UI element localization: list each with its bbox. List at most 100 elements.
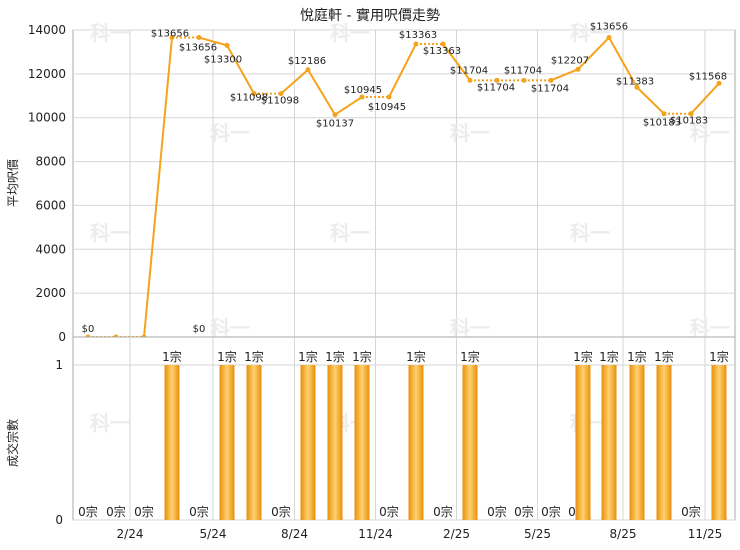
volume-bar bbox=[575, 365, 591, 520]
price-data-label: $11704 bbox=[477, 82, 515, 93]
volume-data-label: 0宗 bbox=[134, 504, 154, 519]
volume-data-label: 1宗 bbox=[162, 349, 182, 364]
watermark: 科一 bbox=[570, 221, 610, 245]
price-line-segment bbox=[636, 86, 665, 115]
volume-plot-area bbox=[72, 336, 736, 521]
price-point bbox=[467, 77, 473, 83]
volume-data-label: 1宗 bbox=[460, 349, 480, 364]
volume-bar bbox=[601, 365, 617, 520]
price-data-label: $13363 bbox=[399, 30, 437, 41]
chart-title: 悅庭軒 - 實用呎價走勢 bbox=[300, 7, 440, 24]
watermark: 科一 bbox=[450, 316, 490, 340]
price-point bbox=[440, 41, 446, 47]
price-point bbox=[688, 111, 694, 117]
volume-data-label: 0宗 bbox=[433, 504, 453, 519]
price-data-label: $11568 bbox=[689, 71, 727, 82]
price-data-label: $11098 bbox=[261, 96, 299, 107]
price-data-label: $10945 bbox=[344, 85, 382, 96]
volume-y-tick-label: 1 bbox=[55, 358, 63, 372]
watermark: 科一 bbox=[330, 221, 370, 245]
price-line-segment bbox=[334, 96, 363, 116]
volume-data-label: 0宗 bbox=[487, 504, 507, 519]
watermark: 科一 bbox=[450, 121, 490, 145]
price-point bbox=[224, 42, 230, 48]
volume-data-label: 0宗 bbox=[271, 504, 291, 519]
price-y-tick-label: 14000 bbox=[28, 23, 66, 37]
volume-y-tick-label: 0 bbox=[55, 513, 63, 527]
price-data-label: $11704 bbox=[531, 83, 569, 94]
price-data-label: $0 bbox=[82, 324, 95, 335]
price-y-tick-label: 6000 bbox=[35, 198, 66, 212]
price-point bbox=[606, 35, 612, 41]
price-line-segment bbox=[577, 36, 610, 71]
volume-bar bbox=[656, 365, 672, 520]
volume-bar bbox=[219, 365, 235, 520]
x-tick-label: 8/24 bbox=[281, 527, 308, 541]
volume-data-label: 1宗 bbox=[654, 349, 674, 364]
price-data-label: $11704 bbox=[504, 65, 542, 76]
x-tick-label: 11/24 bbox=[358, 527, 393, 541]
x-tick-label: 5/24 bbox=[200, 527, 227, 541]
volume-data-label: 0宗 bbox=[78, 504, 98, 519]
watermark: 科一 bbox=[90, 411, 130, 435]
volume-bar bbox=[408, 365, 424, 520]
watermark: 科一 bbox=[210, 121, 250, 145]
price-point bbox=[634, 84, 640, 90]
price-data-label: $11098 bbox=[230, 93, 268, 104]
price-data-label: $12207 bbox=[551, 55, 589, 66]
price-point bbox=[386, 94, 392, 100]
volume-data-label: 0宗 bbox=[541, 504, 561, 519]
price-line-segment bbox=[388, 43, 417, 98]
volume-bar bbox=[327, 365, 343, 520]
watermark: 科一 bbox=[90, 221, 130, 245]
price-point bbox=[716, 80, 722, 86]
price-point bbox=[251, 91, 257, 97]
volume-bar bbox=[164, 365, 180, 520]
volume-data-label: 1宗 bbox=[298, 349, 318, 364]
watermark: 科一 bbox=[210, 316, 250, 340]
x-tick-label: 5/25 bbox=[524, 527, 551, 541]
volume-bar bbox=[354, 365, 370, 520]
price-line-segment bbox=[143, 37, 173, 338]
volume-y-axis-label: 成交宗數 bbox=[5, 419, 20, 467]
price-line-segment bbox=[226, 44, 255, 95]
price-point bbox=[521, 77, 527, 83]
watermark: 科一 bbox=[570, 21, 610, 45]
x-axis: 2/24 5/24 8/24 11/24 2/25 5/25 8/25 11/25 bbox=[117, 527, 723, 541]
price-data-label: $10183 bbox=[670, 116, 708, 127]
volume-bar bbox=[462, 365, 478, 520]
price-data-label: $10183 bbox=[643, 118, 681, 129]
price-y-tick-label: 12000 bbox=[28, 67, 66, 81]
price-y-tick-label: 4000 bbox=[35, 242, 66, 256]
volume-data-label: 0宗 bbox=[379, 504, 399, 519]
price-point bbox=[494, 77, 500, 83]
price-data-label: $10945 bbox=[368, 102, 406, 113]
watermark: 科一 bbox=[330, 21, 370, 45]
price-point bbox=[196, 35, 202, 41]
price-point bbox=[413, 41, 419, 47]
price-line-series: $0$0$0$13656$13656$13300$11098$11098$121… bbox=[82, 22, 727, 352]
price-point bbox=[661, 111, 667, 117]
price-data-label: $13300 bbox=[204, 54, 242, 65]
x-tick-label: 8/25 bbox=[610, 527, 637, 541]
price-point bbox=[548, 77, 554, 83]
price-data-label: $11704 bbox=[450, 65, 488, 76]
price-data-label: $11383 bbox=[616, 76, 654, 87]
price-panel: 0 2000 4000 6000 8000 10000 12000 14000 平均呎價 科一… bbox=[6, 21, 736, 352]
volume-data-label: 1宗 bbox=[406, 349, 426, 364]
price-y-tick-label: 2000 bbox=[35, 286, 66, 300]
price-data-label: $0 bbox=[193, 324, 206, 335]
price-data-label: $13656 bbox=[179, 43, 217, 54]
price-point bbox=[169, 35, 175, 41]
watermark: 科一 bbox=[690, 316, 730, 340]
volume-data-label: 1宗 bbox=[599, 349, 619, 364]
price-y-tick-label: 10000 bbox=[28, 111, 66, 125]
volume-gridlines bbox=[73, 337, 735, 521]
volume-data-label: 0宗 bbox=[189, 504, 209, 519]
price-line-segment bbox=[690, 82, 720, 115]
x-tick-label: 2/24 bbox=[117, 527, 144, 541]
price-line-segment bbox=[442, 43, 471, 81]
